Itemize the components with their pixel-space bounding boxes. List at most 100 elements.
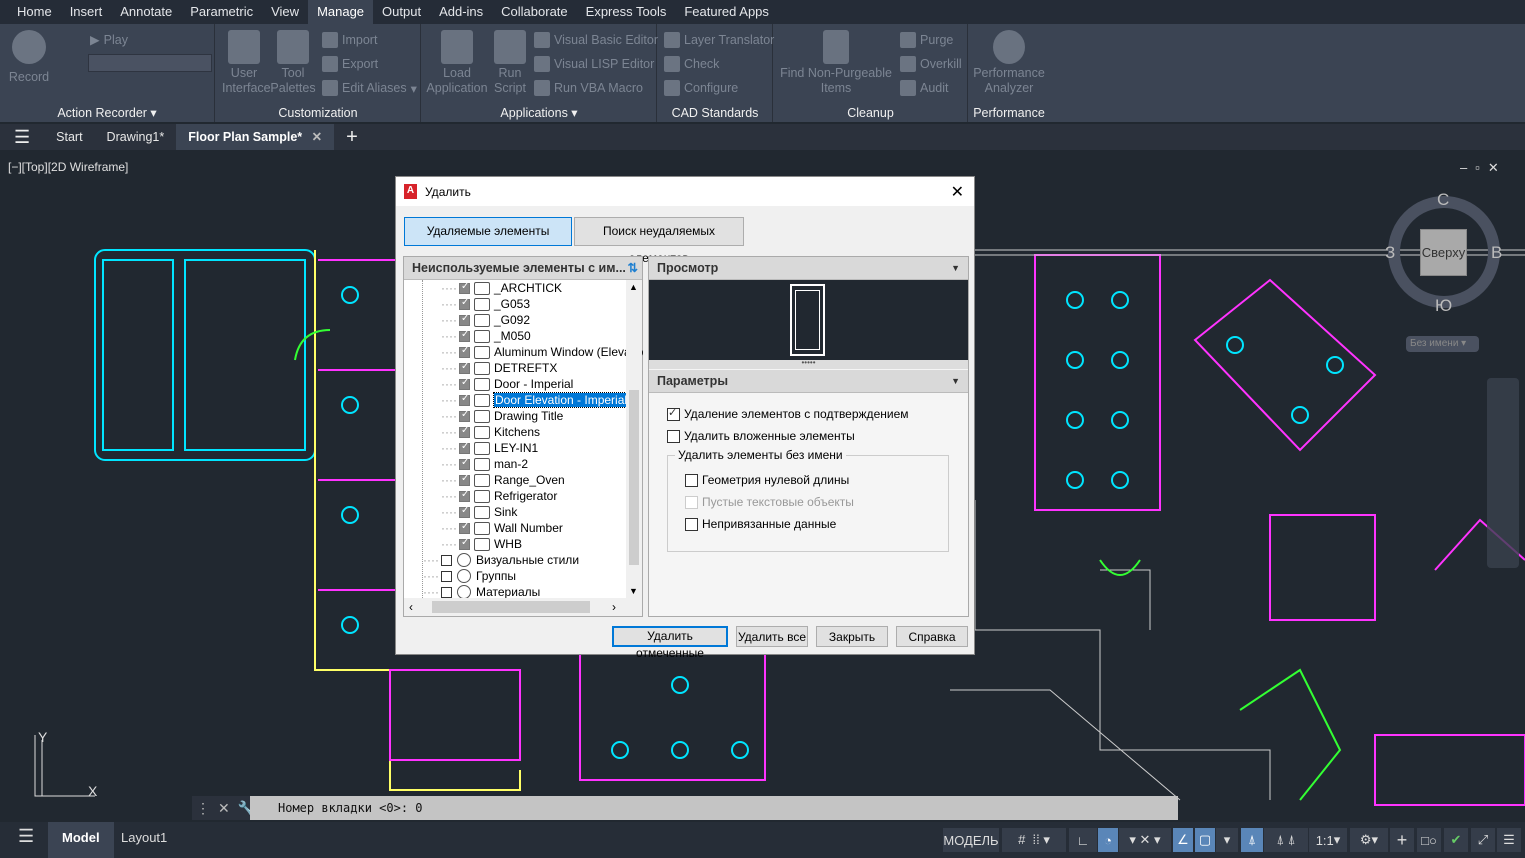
checkbox[interactable] xyxy=(458,537,470,550)
layer-translator-button[interactable]: Layer Translator xyxy=(664,32,774,48)
workspace-gear-icon[interactable]: ⚙▾ xyxy=(1350,828,1388,852)
snap-dropdown-icon[interactable]: ▾ xyxy=(1216,828,1238,852)
menu-tab-add-ins[interactable]: Add-ins xyxy=(439,4,484,19)
checkbox[interactable] xyxy=(458,281,470,294)
hardware-acceleration-icon[interactable]: ✔ xyxy=(1444,828,1468,852)
run-script-button[interactable]: Run Script xyxy=(490,30,530,96)
annotation-scale-icons[interactable]: ⍋ ⍋ xyxy=(1264,828,1308,852)
checkbox[interactable] xyxy=(667,429,680,443)
tree-category[interactable]: ···· Материалы xyxy=(423,585,541,598)
annotation-scale-dropdown[interactable]: 1:1 ▾ xyxy=(1309,828,1347,852)
tree-category[interactable]: ···· Группы xyxy=(423,569,516,583)
viewcube-west[interactable]: З xyxy=(1385,243,1396,262)
opt-zero-geometry-checkbox[interactable]: Геометрия нулевой длины xyxy=(685,473,849,487)
tree-item[interactable]: ····_M050 xyxy=(441,328,531,344)
navigation-bar[interactable] xyxy=(1487,378,1519,568)
opt-nested-checkbox[interactable]: Удалить вложенные элементы xyxy=(667,429,855,443)
preview-header[interactable]: Просмотр ▼ xyxy=(649,257,968,280)
overkill-button[interactable]: Overkill xyxy=(900,56,962,72)
checkbox[interactable] xyxy=(667,406,680,421)
tree-item[interactable]: ····Range_Oven xyxy=(441,472,565,488)
tree-item[interactable]: ····Aluminum Window (Elevation) xyxy=(441,344,644,360)
tree-item[interactable]: ····DETREFTX xyxy=(441,360,557,376)
play-button[interactable]: ▶ Play xyxy=(90,32,128,48)
isolate-objects-icon[interactable]: □○ xyxy=(1417,828,1441,852)
lisp-editor-button[interactable]: Visual LISP Editor xyxy=(534,56,654,72)
tree-item[interactable]: ····Door - Imperial xyxy=(441,376,573,392)
tree-item[interactable]: ····WHB xyxy=(441,536,522,552)
checkbox[interactable] xyxy=(458,457,470,470)
checkbox[interactable] xyxy=(685,517,698,531)
new-tab-plus-icon[interactable]: + xyxy=(346,125,358,148)
tab-model[interactable]: Model xyxy=(48,822,114,858)
vertical-scrollbar[interactable]: ▲ ▼ xyxy=(626,280,642,598)
annotation-visibility-icon[interactable]: ⍋ xyxy=(1241,828,1263,852)
grid-snap-buttons[interactable]: # ⁞⁞ ▾ xyxy=(1002,828,1066,852)
tree-item[interactable]: ····Refrigerator xyxy=(441,488,557,504)
file-tab-start[interactable]: Start xyxy=(56,130,83,144)
viewcube-north[interactable]: С xyxy=(1437,190,1450,209)
load-application-button[interactable]: Load Application xyxy=(426,30,488,96)
customization-menu-icon[interactable]: ☰ xyxy=(1497,828,1521,852)
sort-icon[interactable]: ⇅ xyxy=(627,261,638,275)
menu-tab-view[interactable]: View xyxy=(271,4,300,19)
checkbox[interactable] xyxy=(440,554,452,566)
close-icon[interactable]: ✕ xyxy=(311,130,323,144)
close-command-icon[interactable]: ✕ xyxy=(218,799,230,816)
checkbox[interactable] xyxy=(458,521,470,534)
tree-item[interactable]: ····_ARCHTICK xyxy=(441,280,562,296)
ucs-dropdown[interactable]: Без имени ▾ xyxy=(1406,336,1479,352)
viewport-window-controls[interactable]: –▫✕ xyxy=(1460,160,1507,175)
checkbox[interactable] xyxy=(458,313,470,326)
params-header[interactable]: Параметры ▼ xyxy=(649,370,968,393)
ortho-icon[interactable]: ∟ xyxy=(1069,828,1097,852)
viewcube-top-face[interactable]: Сверху xyxy=(1420,229,1467,276)
tab-layout1[interactable]: Layout1 xyxy=(121,830,168,845)
run-vba-button[interactable]: Run VBA Macro xyxy=(534,80,643,96)
annotation-monitor-plus-icon[interactable]: + xyxy=(1390,828,1414,852)
menu-tab-insert[interactable]: Insert xyxy=(69,4,103,19)
splitter-handle[interactable]: ••••• xyxy=(649,359,968,369)
check-button[interactable]: Check xyxy=(664,56,719,72)
model-space-button[interactable]: МОДЕЛЬ xyxy=(943,828,999,852)
menu-tab-annotate[interactable]: Annotate xyxy=(120,4,173,19)
macro-dropdown[interactable] xyxy=(88,54,212,72)
checkbox[interactable] xyxy=(685,473,698,487)
selection-cycling-icon[interactable]: ▢ xyxy=(1195,828,1215,852)
checkbox[interactable] xyxy=(458,409,470,422)
opt-confirm-checkbox[interactable]: Удаление элементов с подтверждением xyxy=(667,406,909,421)
menu-tab-express-tools[interactable]: Express Tools xyxy=(585,4,667,19)
menu-tab-home[interactable]: Home xyxy=(17,4,52,19)
checkbox[interactable] xyxy=(458,377,470,390)
checkbox[interactable] xyxy=(458,345,470,358)
file-tab-drawing1[interactable]: Drawing1* xyxy=(106,130,165,144)
grip-icon[interactable]: ⋮ xyxy=(196,799,210,816)
tree-item[interactable]: ····_G092 xyxy=(441,312,530,328)
checkbox[interactable] xyxy=(458,425,470,438)
checkbox[interactable] xyxy=(440,586,452,598)
object-snap-tracking-icon[interactable]: ▾ ✕ ▾ xyxy=(1119,828,1171,852)
vb-editor-button[interactable]: Visual Basic Editor xyxy=(534,32,658,48)
polar-tracking-icon[interactable]: ◔ xyxy=(1098,828,1118,852)
viewcube-east[interactable]: В xyxy=(1491,243,1503,262)
configure-button[interactable]: Configure xyxy=(664,80,738,96)
viewport-controls-label[interactable]: [−][Top][2D Wireframe] xyxy=(8,160,129,174)
menu-tab-collaborate[interactable]: Collaborate xyxy=(501,4,568,19)
menu-tab-output[interactable]: Output xyxy=(382,4,422,19)
tree-item[interactable]: ····_G053 xyxy=(441,296,530,312)
tab-find-nonpurgeable[interactable]: Поиск неудаляемых элементов xyxy=(574,217,744,265)
tree-item[interactable]: ····Drawing Title xyxy=(441,408,563,424)
tree-item[interactable]: ····Kitchens xyxy=(441,424,540,440)
export-button[interactable]: Export xyxy=(322,56,378,72)
tool-palettes-button[interactable]: Tool Palettes xyxy=(270,30,316,96)
checkbox[interactable] xyxy=(458,329,470,342)
tab-purgeable-items[interactable]: Удаляемые элементы xyxy=(404,217,572,246)
horizontal-scrollbar[interactable]: ‹ › xyxy=(404,598,642,616)
command-line[interactable]: Номер вкладки <0>: 0 xyxy=(250,796,1178,820)
help-button[interactable]: Справка xyxy=(896,626,968,647)
menu-tab-parametric[interactable]: Parametric xyxy=(190,4,254,19)
isodraft-icon[interactable]: ∠ xyxy=(1173,828,1193,852)
record-button[interactable]: Record xyxy=(8,30,50,85)
menu-tab-manage[interactable]: Manage xyxy=(308,0,374,24)
dialog-close-icon[interactable]: ✕ xyxy=(950,183,964,201)
